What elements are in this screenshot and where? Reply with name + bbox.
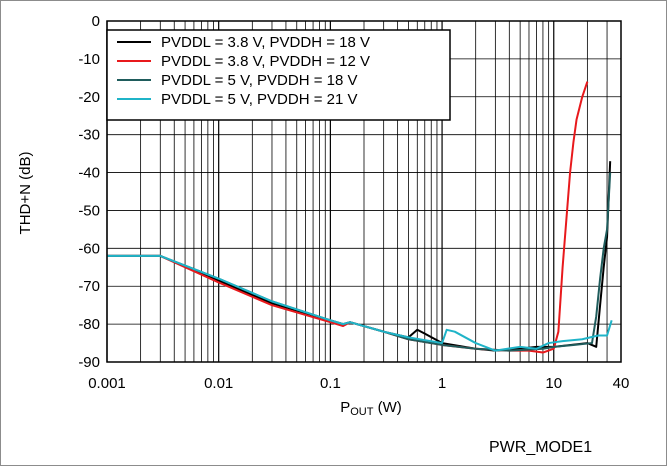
y-tick-label: -10 xyxy=(78,51,100,68)
x-tick-label: 10 xyxy=(545,375,562,392)
x-tick-label: 1 xyxy=(438,375,446,392)
series-line-1 xyxy=(107,161,612,352)
legend-entry: PVDDL = 3.8 V, PVDDH = 12 V xyxy=(161,53,370,70)
x-tick-label: 0.01 xyxy=(204,375,233,392)
series-lines xyxy=(107,81,613,354)
y-tick-label: -60 xyxy=(78,240,100,257)
legend-box xyxy=(106,29,451,121)
legend-entry: PVDDL = 5 V, PVDDH = 18 V xyxy=(161,72,358,89)
y-tick-label: -50 xyxy=(78,202,100,219)
y-tick-label: -90 xyxy=(78,354,100,371)
x-tick-labels: 0.001 0.01 0.1 1 10 40 xyxy=(88,375,629,392)
y-tick-label: -40 xyxy=(78,165,100,182)
legend-entry: PVDDL = 3.8 V, PVDDH = 18 V xyxy=(161,34,370,51)
x-axis-label-unit: (W) xyxy=(373,399,401,416)
x-axis-label: POUT (W) xyxy=(340,399,402,418)
x-axis-label-subscript: OUT xyxy=(350,406,374,418)
x-tick-label: 40 xyxy=(613,375,630,392)
y-tick-label: -70 xyxy=(78,278,100,295)
y-tick-label: 0 xyxy=(92,13,100,30)
legend: PVDDL = 3.8 V, PVDDH = 18 V PVDDL = 3.8 V… xyxy=(106,29,451,121)
y-tick-label: -80 xyxy=(78,316,100,333)
series-line-4 xyxy=(107,254,613,352)
y-axis-label: THD+N (dB) xyxy=(17,152,34,235)
x-tick-label: 0.1 xyxy=(320,375,341,392)
y-tick-labels: 0 -10 -20 -30 -40 -50 -60 -70 -80 -90 xyxy=(78,13,100,371)
y-tick-label: -20 xyxy=(78,89,100,106)
plot-border xyxy=(106,20,622,363)
y-tick-label: -30 xyxy=(78,127,100,144)
legend-entry: PVDDL = 5 V, PVDDH = 21 V xyxy=(161,91,358,108)
x-axis-label-main: P xyxy=(340,399,350,416)
series-line-2 xyxy=(107,81,589,354)
footer-label: PWR_MODE1 xyxy=(489,439,592,456)
x-tick-label: 0.001 xyxy=(88,375,126,392)
